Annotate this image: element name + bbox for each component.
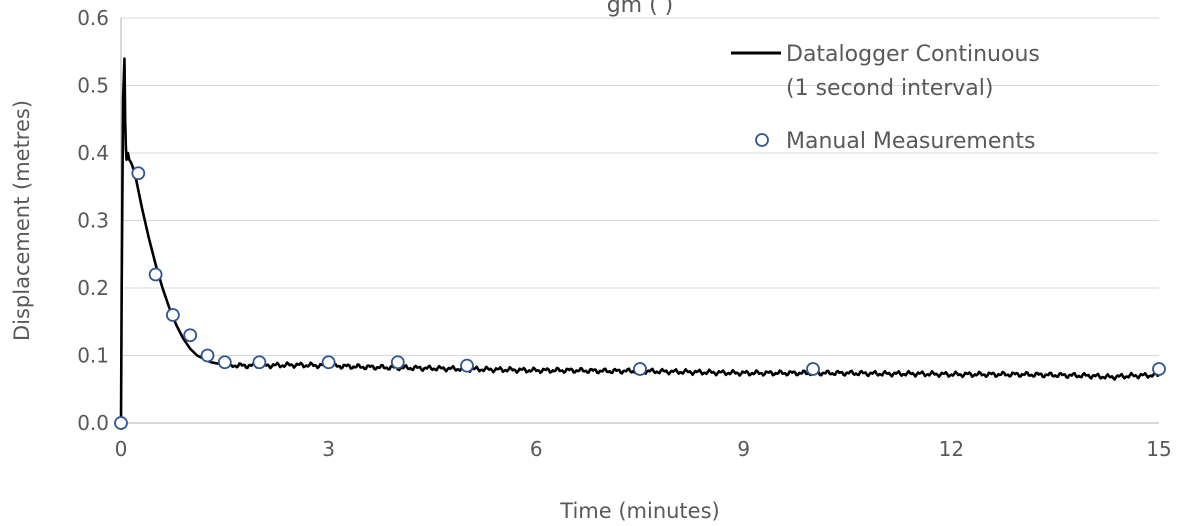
x-axis-label: Time (minutes) (559, 499, 719, 523)
y-tick-label: 0.1 (77, 344, 109, 368)
manual-measurement-point (183, 328, 198, 343)
x-tick-label: 6 (530, 437, 543, 461)
gridlines (121, 17, 1159, 356)
x-tick-label: 3 (322, 437, 335, 461)
manual-measurement-point (200, 348, 215, 363)
x-tick-label: 12 (939, 437, 964, 461)
manual-measurement-point (460, 358, 474, 373)
y-tick-labels: 0.0 0.1 0.2 0.3 0.4 0.5 0.6 (77, 6, 109, 435)
manual-measurement-point (131, 166, 146, 181)
y-tick-label: 0.4 (77, 141, 109, 165)
legend: Datalogger Continuous (1 second interval… (731, 42, 1040, 154)
legend-marker-swatch (755, 133, 769, 147)
y-tick-label: 0.3 (77, 209, 109, 233)
manual-measurement-point (1152, 362, 1166, 376)
legend-entry-datalogger-interval: (1 second interval) (786, 76, 994, 101)
legend-entry-manual: Manual Measurements (786, 129, 1035, 154)
legend-entry-datalogger: Datalogger Continuous (786, 42, 1040, 67)
manual-measurement-point (114, 416, 128, 430)
manual-measurement-point (633, 362, 647, 376)
manual-measurement-point (148, 267, 163, 282)
y-axis-label: Displacement (metres) (10, 100, 34, 341)
y-tick-label: 0.2 (77, 276, 109, 300)
manual-measurement-point (390, 355, 405, 370)
y-tick-label: 0.5 (77, 74, 109, 98)
series (114, 57, 1166, 430)
x-tick-label: 9 (737, 437, 750, 461)
manual-measurement-point (217, 355, 232, 370)
manual-measurement-point (321, 355, 336, 370)
x-tick-labels: 0 3 6 9 12 15 (115, 437, 1172, 461)
manual-measurement-point (252, 355, 267, 370)
y-tick-label: 0.0 (77, 411, 109, 435)
chart-title-layer: gm ( ) (607, 0, 674, 18)
manual-measurement-point (165, 308, 180, 322)
chart-title-fragment: gm ( ) (607, 0, 674, 18)
x-tick-label: 15 (1146, 437, 1171, 461)
x-tick-label: 0 (115, 437, 128, 461)
manual-measurement-point (806, 362, 820, 376)
y-tick-label: 0.6 (77, 6, 109, 30)
